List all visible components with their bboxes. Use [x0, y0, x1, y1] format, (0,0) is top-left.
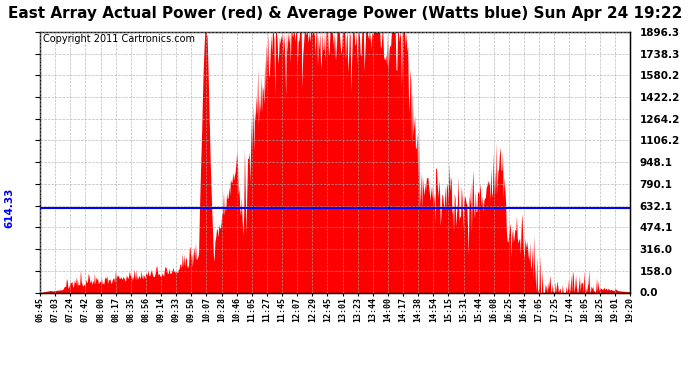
Text: Copyright 2011 Cartronics.com: Copyright 2011 Cartronics.com: [43, 34, 195, 45]
Text: 614.33: 614.33: [4, 188, 14, 228]
Text: East Array Actual Power (red) & Average Power (Watts blue) Sun Apr 24 19:22: East Array Actual Power (red) & Average …: [8, 6, 682, 21]
